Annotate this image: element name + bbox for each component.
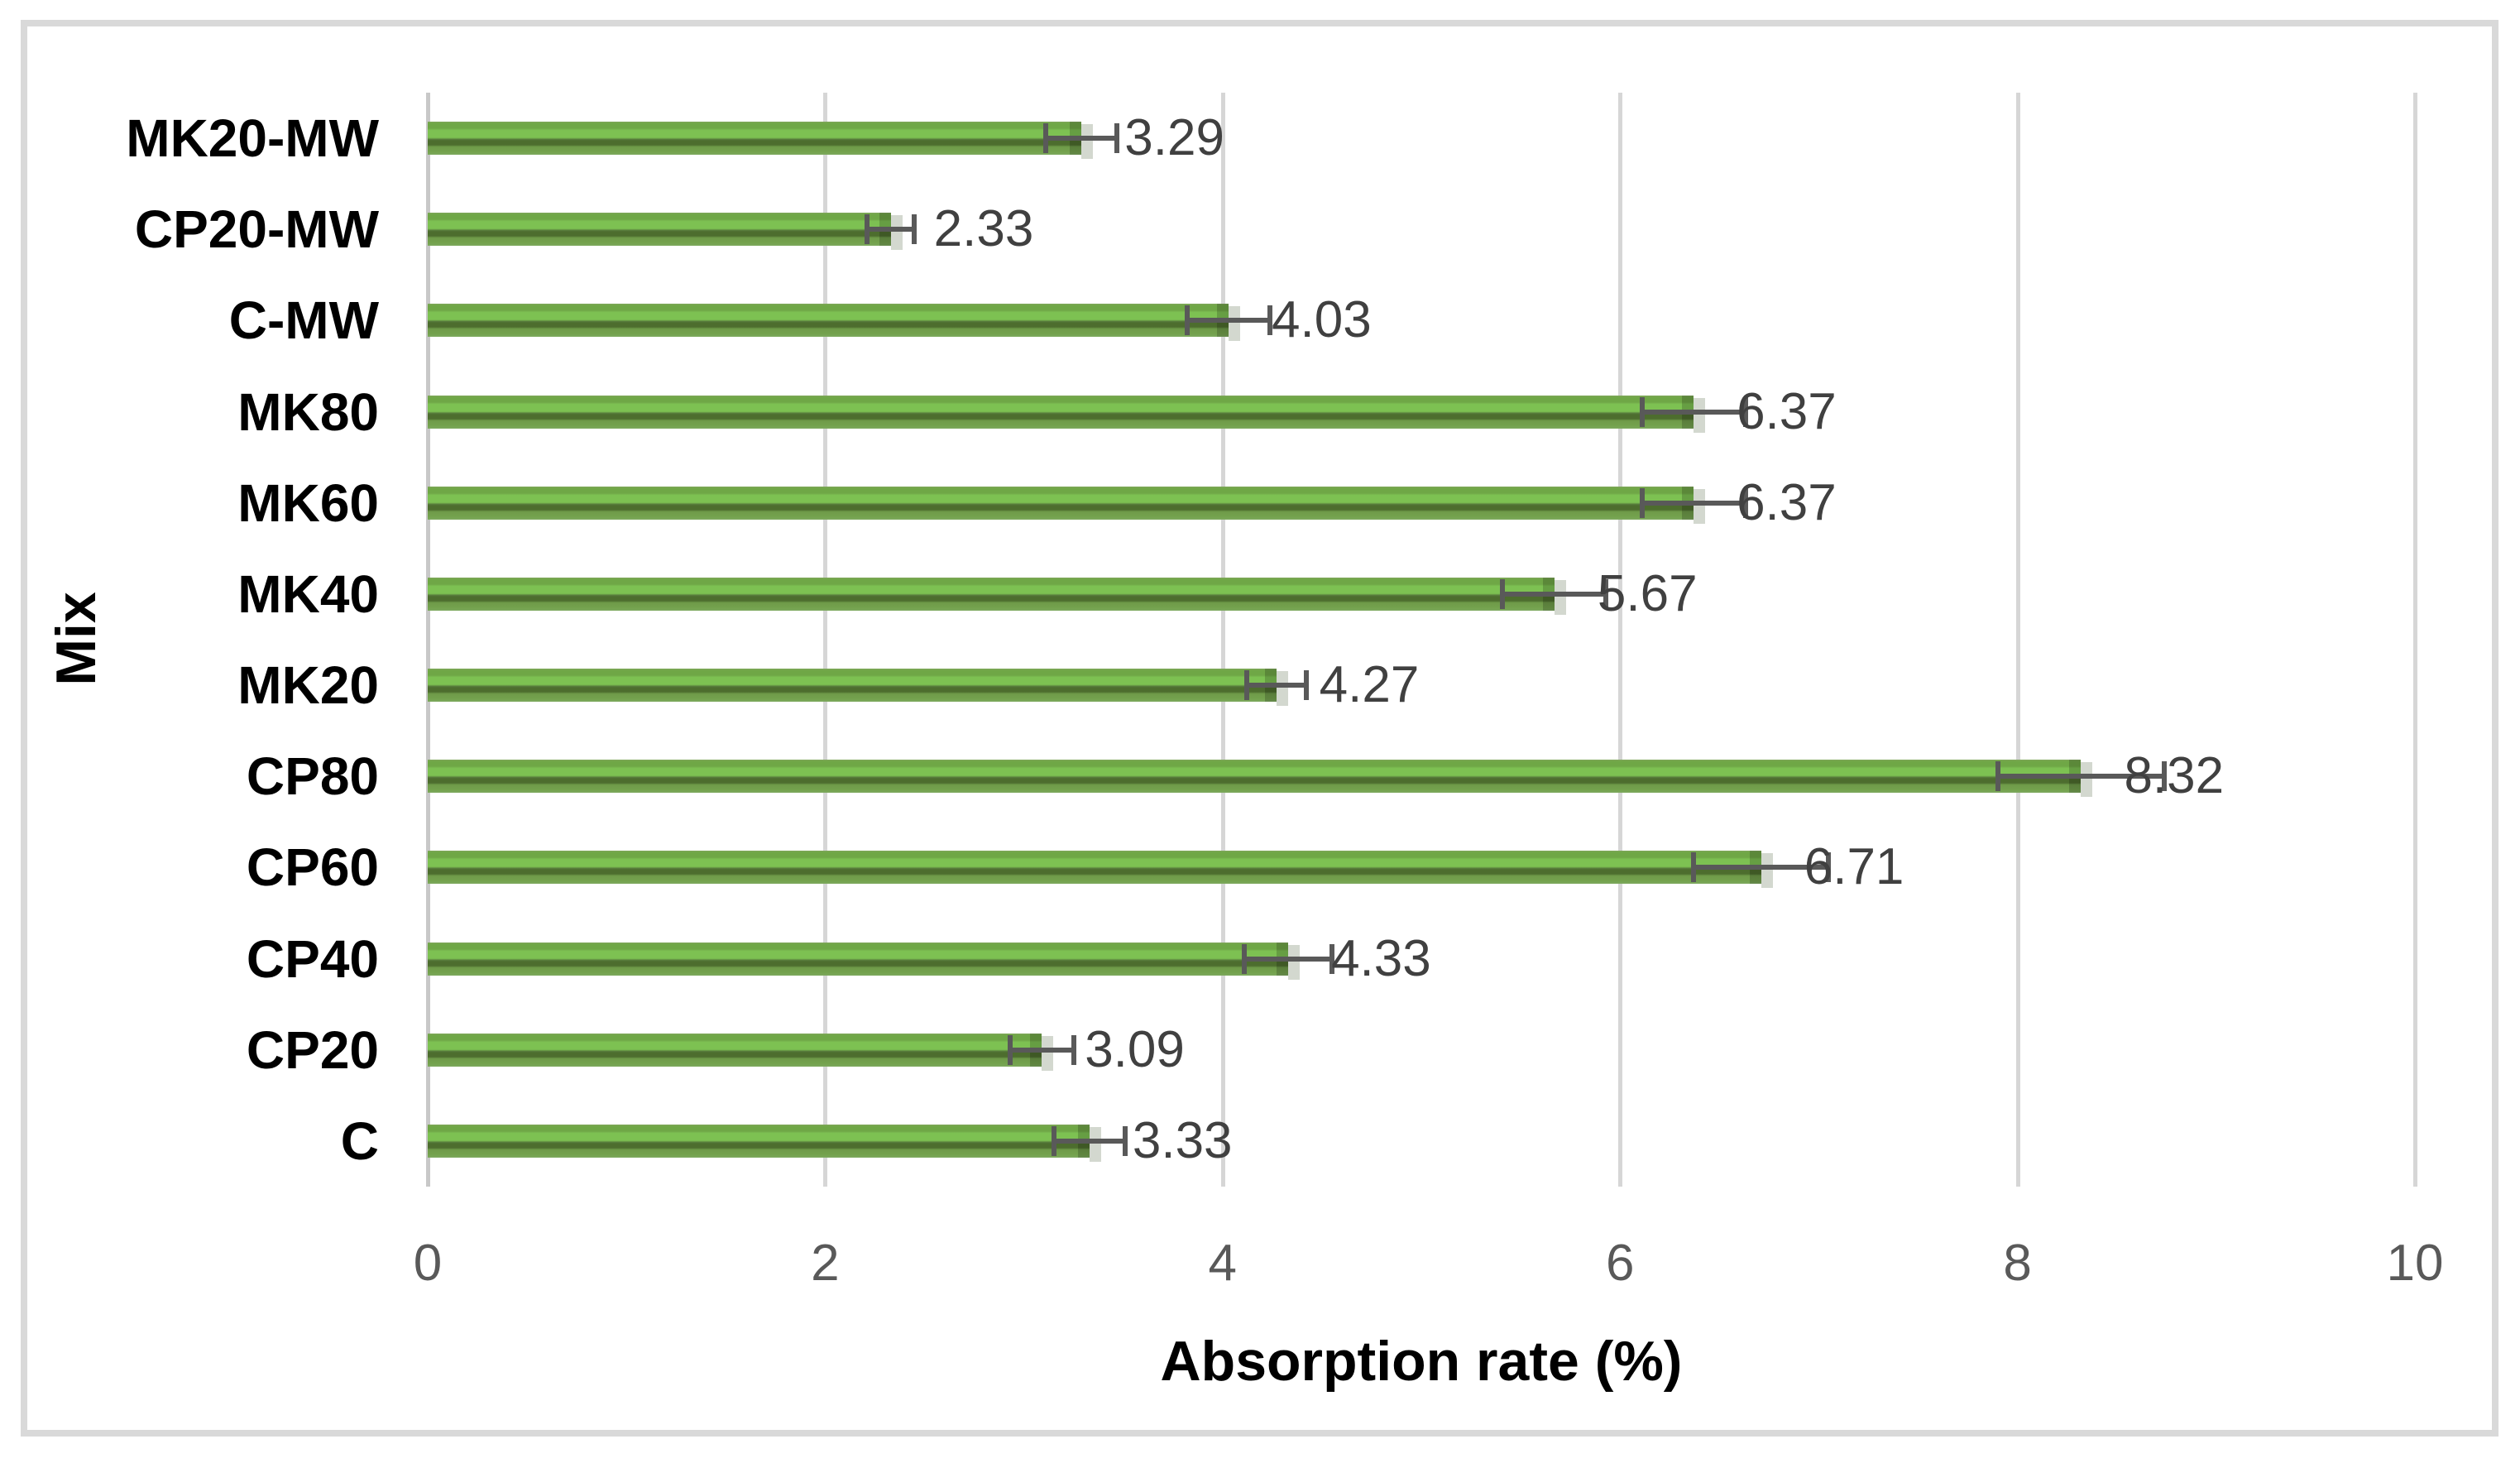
error-bar-CP20-MW: [866, 227, 915, 233]
error-bar-cap-left-CP60: [1691, 852, 1697, 883]
category-label-CP40: CP40: [246, 928, 379, 989]
category-label-CP20-MW: CP20-MW: [134, 199, 379, 260]
x-tick-label: 10: [2386, 1235, 2444, 1292]
error-bar-cap-right-C: [1123, 1125, 1128, 1156]
error-bar-cap-right-MK60: [1742, 487, 1748, 518]
bar-CP60: [428, 851, 1773, 889]
bar-CP40: [428, 942, 1301, 980]
gridline-x-10: [2413, 93, 2417, 1187]
error-bar-cap-right-CP20-MW: [912, 214, 917, 245]
bar-CP20: [428, 1033, 1054, 1071]
category-label-CP80: CP80: [246, 746, 379, 807]
data-label-CP80: 8.32: [2124, 747, 2225, 805]
error-bar-CP40: [1244, 956, 1332, 962]
error-bar-cap-right-CP60: [1826, 852, 1832, 883]
error-bar-cap-left-MK20-MW: [1043, 123, 1049, 154]
category-label-MK80: MK80: [237, 381, 379, 442]
error-bar-cap-right-CP40: [1329, 943, 1334, 974]
error-bar-cap-right-MK20: [1303, 670, 1309, 701]
error-bar-cap-left-CP80: [1995, 761, 2000, 792]
data-label-C-MW: 4.03: [1272, 291, 1372, 349]
error-bar-cap-right-C-MW: [1267, 305, 1273, 336]
category-label-MK20-MW: MK20-MW: [126, 108, 379, 169]
data-label-MK20-MW: 3.29: [1124, 109, 1224, 167]
error-bar-cap-left-C-MW: [1184, 305, 1190, 336]
gridline-x-2: [823, 93, 828, 1187]
error-bar-C: [1053, 1138, 1126, 1144]
error-bar-cap-left-C: [1051, 1125, 1056, 1156]
error-bar-cap-left-CP20-MW: [864, 214, 870, 245]
error-bar-MK20: [1246, 683, 1306, 688]
bar-C: [428, 1124, 1101, 1162]
chart-border-frame: [21, 20, 2498, 1437]
error-bar-cap-right-MK40: [1603, 578, 1609, 609]
category-label-MK40: MK40: [237, 564, 379, 624]
error-bar-CP20: [1009, 1047, 1074, 1053]
category-label-CP60: CP60: [246, 837, 379, 898]
gridline-x-8: [2015, 93, 2020, 1187]
x-tick-label: 8: [2003, 1235, 2032, 1292]
x-tick-label: 6: [1605, 1235, 1635, 1292]
category-label-C-MW: C-MW: [228, 290, 379, 351]
bar-MK60: [428, 486, 1706, 524]
error-bar-CP60: [1694, 865, 1829, 871]
x-tick-label: 4: [1208, 1235, 1238, 1292]
gridline-x-0: [426, 93, 430, 1187]
bar-CP20-MW: [428, 213, 903, 251]
data-label-CP20-MW: 2.33: [933, 200, 1034, 258]
gridline-x-6: [1618, 93, 1623, 1187]
category-label-MK60: MK60: [237, 472, 379, 533]
error-bar-cap-left-CP40: [1242, 943, 1248, 974]
x-tick-label: 0: [413, 1235, 443, 1292]
x-axis-title: Absorption rate (%): [1160, 1330, 1683, 1393]
category-label-CP20: CP20: [246, 1019, 379, 1080]
bar-CP80: [428, 760, 2093, 798]
error-bar-CP80: [1997, 774, 2165, 779]
error-bar-MK60: [1641, 500, 1746, 506]
error-bar-cap-left-MK80: [1639, 396, 1645, 427]
error-bar-cap-left-MK40: [1500, 578, 1506, 609]
bar-C-MW: [428, 304, 1240, 342]
error-bar-cap-right-CP80: [2162, 761, 2168, 792]
bar-MK40: [428, 577, 1566, 615]
bar-MK20: [428, 669, 1288, 707]
error-bar-MK80: [1641, 409, 1746, 415]
error-bar-cap-right-MK20-MW: [1114, 123, 1120, 154]
data-label-MK60: 6.37: [1737, 473, 1837, 531]
bar-MK20-MW: [428, 122, 1094, 160]
data-label-MK80: 6.37: [1737, 382, 1837, 440]
error-bar-cap-left-MK60: [1639, 487, 1645, 518]
error-bar-cap-right-CP20: [1071, 1034, 1076, 1065]
x-tick-label: 2: [811, 1235, 840, 1292]
error-bar-C-MW: [1186, 318, 1271, 324]
error-bar-MK20-MW: [1046, 136, 1118, 142]
data-label-C: 3.33: [1132, 1111, 1233, 1169]
plot-area: 3.29 2.33 4.03 6.37 6.37 5.67 4.27 8.32 6.71 4.33…: [426, 93, 2417, 1187]
error-bar-cap-left-CP20: [1007, 1034, 1013, 1065]
error-bar-MK40: [1502, 591, 1607, 597]
error-bar-cap-left-MK20: [1243, 670, 1249, 701]
gridline-x-4: [1220, 93, 1225, 1187]
data-label-MK40: 5.67: [1597, 564, 1698, 622]
category-label-C: C: [340, 1110, 379, 1171]
error-bar-cap-right-MK80: [1742, 396, 1748, 427]
data-label-CP60: 6.71: [1804, 838, 1904, 896]
bar-MK80: [428, 395, 1706, 433]
data-label-CP20: 3.09: [1085, 1020, 1185, 1078]
data-label-MK20: 4.27: [1319, 656, 1420, 714]
data-label-CP40: 4.33: [1331, 929, 1431, 987]
category-label-MK20: MK20: [237, 655, 379, 716]
